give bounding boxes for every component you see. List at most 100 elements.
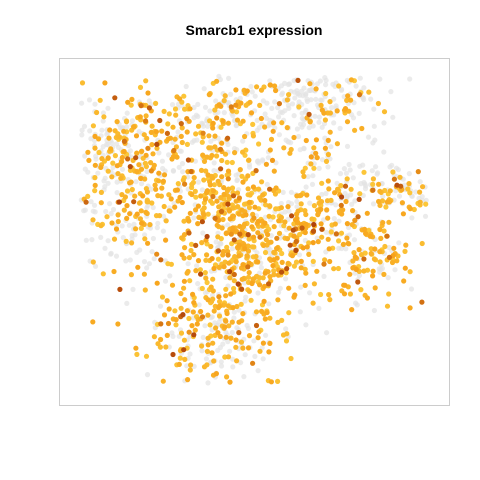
expressing-cell-point — [228, 231, 234, 237]
expressing-cell-point — [400, 211, 406, 217]
expressing-cell-point — [238, 301, 244, 307]
expressing-cell-point — [145, 199, 151, 205]
expressing-cell-point — [184, 308, 190, 314]
expressing-cell-point — [303, 211, 309, 218]
background-cell-point — [331, 96, 337, 102]
expressing-cell-point — [370, 181, 376, 187]
expressing-cell-point — [209, 350, 215, 356]
expressing-cell-point — [186, 315, 192, 322]
expressing-cell-point — [222, 324, 228, 330]
background-cell-point — [98, 234, 104, 240]
expressing-cell-point — [133, 226, 139, 232]
expressing-cell-point — [255, 230, 261, 236]
expressing-cell-point — [279, 269, 285, 275]
expressing-cell-point — [181, 278, 187, 284]
expressing-cell-point — [253, 168, 259, 174]
background-cell-point — [369, 168, 375, 174]
expressing-cell-point — [155, 178, 162, 184]
expressing-cell-point — [154, 141, 160, 147]
expressing-cell-point — [287, 242, 293, 248]
background-cell-point — [202, 290, 209, 296]
expressing-cell-point — [245, 274, 252, 280]
expressing-cell-point — [216, 313, 223, 319]
background-cell-point — [99, 127, 105, 133]
background-cell-point — [350, 175, 356, 181]
expressing-cell-point — [313, 86, 319, 92]
background-cell-point — [223, 274, 229, 281]
background-cell-point — [318, 97, 324, 103]
expressing-cell-point — [136, 162, 142, 168]
background-cell-point — [200, 334, 206, 340]
expressing-cell-point — [293, 239, 299, 245]
expressing-cell-point — [370, 273, 376, 279]
background-cell-point — [319, 124, 325, 130]
expressing-cell-point — [231, 271, 237, 278]
background-cell-point — [179, 161, 186, 167]
expressing-cell-point — [133, 155, 139, 161]
expressing-cell-point — [104, 214, 110, 220]
expressing-cell-point — [263, 202, 269, 208]
expressing-cell-point — [310, 258, 316, 264]
expressing-cell-point — [322, 257, 328, 263]
expressing-cell-point — [322, 145, 328, 151]
expressing-cell-point — [242, 133, 248, 140]
background-cell-point — [294, 198, 300, 205]
background-cell-point — [194, 137, 200, 143]
expressing-cell-point — [178, 305, 184, 311]
expressing-cell-point — [293, 247, 299, 253]
expressing-cell-point — [153, 100, 159, 106]
expressing-cell-point — [381, 271, 387, 277]
expressing-cell-point — [115, 321, 121, 327]
expressing-cell-point — [250, 184, 256, 190]
expressing-cell-point — [142, 236, 148, 242]
expressing-cell-point — [211, 265, 217, 272]
expressing-cell-point — [114, 163, 120, 169]
background-cell-point — [266, 301, 272, 307]
expressing-cell-point — [158, 257, 164, 263]
expressing-cell-point — [287, 150, 293, 156]
background-cell-point — [291, 113, 297, 119]
expressing-cell-point — [227, 269, 233, 275]
expressing-cell-point — [267, 186, 273, 192]
background-cell-point — [241, 374, 247, 380]
expressing-cell-point — [190, 291, 196, 297]
expressing-cell-point — [98, 200, 104, 206]
expressing-cell-point — [110, 160, 116, 166]
expressing-cell-point — [228, 104, 234, 110]
expressing-cell-point — [109, 220, 115, 226]
expressing-cell-point — [201, 364, 208, 370]
background-cell-point — [205, 123, 211, 129]
background-cell-point — [209, 292, 216, 298]
expressing-cell-point — [191, 252, 197, 258]
expressing-cell-point — [208, 284, 214, 290]
background-cell-point — [88, 199, 94, 205]
expressing-cell-point — [216, 294, 222, 300]
expressing-cell-point — [315, 212, 321, 218]
expressing-cell-point — [159, 185, 165, 191]
expressing-cell-point — [349, 222, 355, 228]
expressing-cell-point — [346, 241, 352, 247]
background-cell-point — [146, 261, 152, 267]
background-cell-point — [258, 265, 264, 271]
expressing-cell-point — [236, 319, 242, 325]
expressing-cell-point — [204, 233, 210, 240]
background-cell-point — [92, 263, 99, 269]
background-cell-point — [385, 275, 391, 281]
expressing-cell-point — [240, 149, 246, 155]
background-cell-point — [127, 257, 133, 263]
background-cell-point — [260, 157, 266, 163]
expressing-cell-point — [326, 292, 332, 298]
background-cell-point — [282, 108, 288, 114]
expressing-cell-point — [324, 207, 330, 213]
expressing-cell-point — [221, 191, 227, 197]
expressing-cell-point — [340, 241, 346, 247]
expressing-cell-point — [143, 118, 149, 124]
expressing-cell-point — [198, 308, 204, 315]
background-cell-point — [193, 112, 199, 118]
expressing-cell-point — [247, 99, 253, 105]
expressing-cell-point — [250, 133, 256, 139]
expressing-cells — [79, 77, 429, 385]
expressing-cell-point — [382, 243, 388, 250]
background-cell-point — [105, 105, 111, 111]
background-cell-point — [178, 148, 184, 154]
